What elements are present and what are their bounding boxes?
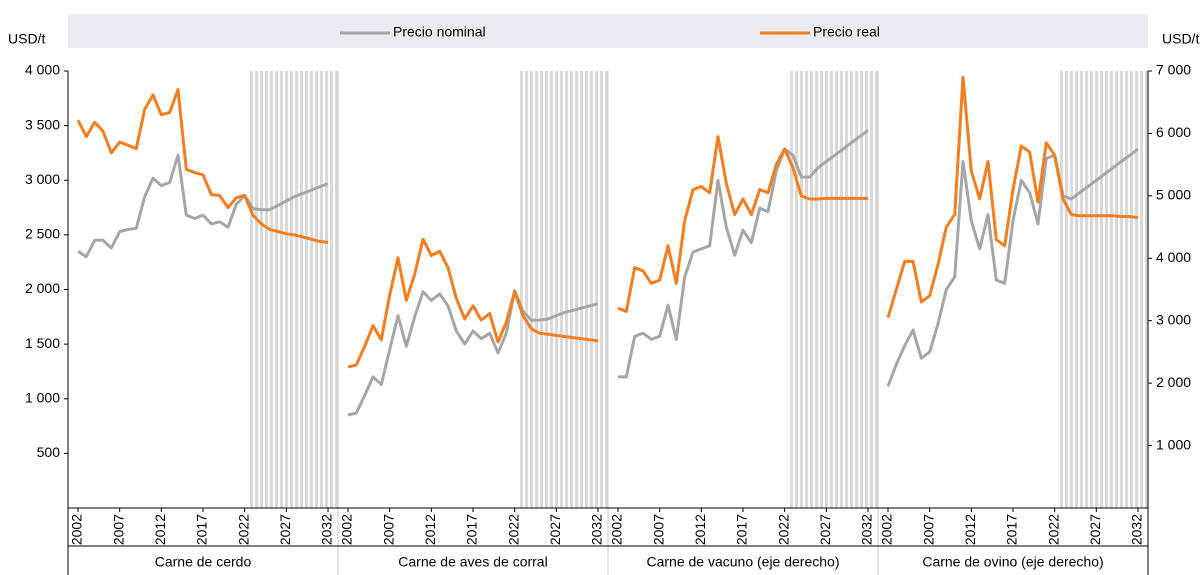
x-tick-label: 2012	[152, 514, 168, 545]
legend-label: Precio real	[813, 24, 880, 40]
x-tick-label: 2007	[650, 514, 666, 545]
y-axis-label: USD/t	[8, 31, 45, 47]
y2-tick-label: 5 000	[1156, 187, 1191, 203]
x-tick-label: 2007	[110, 514, 126, 545]
series-line	[77, 153, 329, 259]
series-line	[347, 289, 599, 417]
series-line	[886, 147, 1139, 387]
x-tick-label: 2012	[422, 514, 438, 545]
x-tick-label: 2027	[277, 514, 293, 545]
x-tick-label: 2027	[1087, 514, 1103, 545]
x-tick-label: 2022	[775, 514, 791, 545]
x-tick-label: 2012	[962, 514, 978, 545]
series-line	[76, 88, 329, 244]
x-tick-label: 2032	[589, 514, 605, 545]
y-tick-label: 4 000	[25, 62, 60, 78]
projection-shade	[518, 71, 608, 508]
x-tick-label: 2002	[609, 514, 625, 545]
legend-label: Precio nominal	[393, 24, 486, 40]
x-tick-label: 2022	[505, 514, 521, 545]
x-tick-label: 2002	[69, 514, 85, 545]
y2-tick-label: 4 000	[1156, 249, 1191, 265]
series-line	[618, 129, 869, 379]
projection-shade	[248, 71, 338, 508]
x-axis-label: Carne de cerdo	[155, 554, 252, 570]
x-tick-label: 2022	[1045, 514, 1061, 545]
series-line	[886, 75, 1139, 319]
x-axis-label: Carne de vacuno (eje derecho)	[646, 554, 839, 570]
projection-shade	[788, 71, 878, 508]
x-tick-label: 2017	[464, 514, 480, 545]
y-tick-label: 1 000	[25, 389, 60, 405]
x-tick-label: 2007	[920, 514, 936, 545]
x-tick-label: 2017	[1004, 514, 1020, 545]
y2-tick-label: 3 000	[1156, 311, 1191, 327]
legend-band	[68, 14, 1148, 48]
y2-tick-label: 2 000	[1156, 374, 1191, 390]
x-tick-label: 2007	[380, 514, 396, 545]
x-axis-label: Carne de aves de corral	[398, 554, 547, 570]
x-tick-label: 2002	[879, 514, 895, 545]
x-tick-label: 2032	[1129, 514, 1145, 545]
x-tick-label: 2002	[339, 514, 355, 545]
x-tick-label: 2027	[817, 514, 833, 545]
x-tick-label: 2012	[692, 514, 708, 545]
y2-tick-label: 6 000	[1156, 124, 1191, 140]
x-tick-label: 2032	[859, 514, 875, 545]
x-tick-label: 2032	[319, 514, 335, 545]
series-line	[347, 237, 599, 369]
y-tick-label: 2 000	[25, 280, 60, 296]
x-tick-label: 2027	[547, 514, 563, 545]
x-tick-label: 2017	[194, 514, 210, 545]
x-axis-label: Carne de ovino (eje derecho)	[922, 554, 1103, 570]
y2-axis-label: USD/t	[1162, 31, 1199, 47]
y2-tick-label: 7 000	[1156, 62, 1191, 78]
y-tick-label: 2 500	[25, 226, 60, 242]
series-line	[617, 135, 868, 313]
x-tick-label: 2022	[235, 514, 251, 545]
y-tick-label: 3 500	[25, 116, 60, 132]
y-tick-label: 500	[37, 444, 61, 460]
x-tick-label: 2017	[734, 514, 750, 545]
y-tick-label: 3 000	[25, 171, 60, 187]
y-tick-label: 1 500	[25, 335, 60, 351]
projection-shade	[1058, 71, 1148, 508]
y2-tick-label: 1 000	[1156, 436, 1191, 452]
